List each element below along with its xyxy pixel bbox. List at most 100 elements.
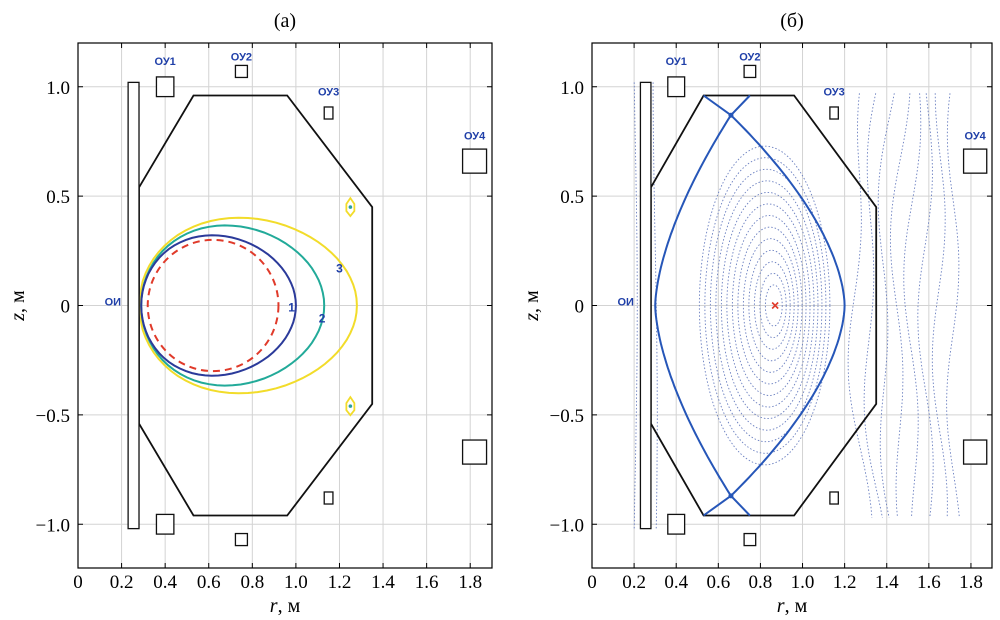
coil [323,491,334,505]
flux-surface [698,145,831,466]
y-tick-label: 0 [575,297,585,318]
x-tick-label: 1.0 [284,572,308,593]
flux-surface [748,249,795,362]
coil [743,532,757,547]
panel-b: 0 0.2 0.4 0.6 0.8 1.0 1.2 1.4 1.6 1.8 −1.0 −0.5 0 0.5… [521,10,993,617]
x-tick-label: 1.4 [875,572,899,593]
coil [743,64,757,79]
coil-marker-dot [348,205,353,209]
flux-surface [753,261,791,350]
separatrix-outer [730,114,846,497]
x-tick-label: 0.2 [622,572,646,593]
coil-label: ОУ4 [965,130,987,142]
x-tick-label: 0.6 [197,572,221,593]
coil-label: ОУ3 [318,87,339,99]
coil [234,64,249,79]
panel-title: (а) [274,10,296,32]
y-tick-label: 1.0 [46,78,70,99]
contour-line [140,234,297,377]
flux-surface [709,168,823,443]
x-tick-label: 0.2 [110,572,134,593]
coil [962,439,988,465]
x-tick-label: 1.6 [415,572,439,593]
x-tick-label: 1.8 [458,572,482,593]
y-tick-label: 0 [61,297,71,318]
x-tick-label: 1.4 [371,572,395,593]
flux-surface [764,284,783,327]
coil [667,76,686,98]
x-tick-label: 1.8 [959,572,983,593]
coil [461,148,488,174]
open-field-line [652,82,658,529]
coil-label: ОУ2 [231,52,252,64]
panel-a: 0 0.2 0.4 0.6 0.8 1.0 1.2 1.4 1.6 1.8 −1.0 −0.5 0 0.5… [7,10,493,617]
coil [127,81,140,530]
x-tick-label: 0.4 [153,572,177,593]
x-tick-label: 1.2 [328,572,352,593]
x-point [728,112,734,118]
vacuum-chamber-outline [650,94,878,517]
separatrix-leg [730,495,751,517]
y-tick-label: −1.0 [36,515,70,536]
reference-circle [146,238,280,373]
x-tick-label: 0 [73,572,83,593]
flux-surface [715,180,819,431]
contour-label: 2 [319,312,326,326]
coil-marker-dot [348,404,353,408]
y-tick-label: −0.5 [36,406,70,427]
open-field-line [903,93,922,518]
x-tick-label: 0.6 [706,572,730,593]
separatrix-inner [654,114,732,497]
open-field-line [633,82,638,529]
y-tick-label: 1.0 [560,78,584,99]
flux-surface [720,191,815,420]
coil-label: ОИ [617,297,634,309]
separatrix-leg [702,495,732,517]
coil-label: ОУ2 [739,52,760,64]
coil [829,491,839,505]
flux-surface [704,157,827,454]
open-field-line [863,93,883,518]
coil [639,81,652,530]
separatrix-leg [730,94,751,116]
x-tick-label: 0.8 [749,572,773,593]
x-axis-title: r, м [270,595,301,617]
coil [829,106,839,120]
magnetic-axis-marker [771,301,779,310]
x-tick-label: 1.6 [917,572,941,593]
coil [234,532,249,547]
y-tick-label: −0.5 [550,406,584,427]
coil [323,106,334,120]
flux-surface [737,226,803,385]
x-tick-label: 0 [587,572,597,593]
x-tick-label: 0.8 [240,572,264,593]
vacuum-chamber-outline [138,94,374,517]
y-tick-label: −1.0 [550,515,584,536]
panel-title: (б) [780,10,804,32]
coil-label: ОИ [105,297,122,309]
open-field-line [931,93,948,518]
coil [461,439,488,465]
open-field-line [877,93,895,518]
open-field-line [946,93,960,518]
open-field-line [889,93,911,518]
coil-label: ОУ1 [666,56,687,68]
flux-surface [731,215,807,396]
contour-label: 3 [336,261,343,275]
x-point [728,493,734,499]
x-tick-label: 0.4 [664,572,688,593]
x-tick-label: 1.2 [833,572,857,593]
coil-label: ОУ1 [155,56,176,68]
flux-surface [759,272,787,339]
coil-label: ОУ3 [823,87,844,99]
coil-label: ОУ4 [464,130,486,142]
y-axis-title: z, м [521,290,543,322]
separatrix-leg [702,94,732,116]
open-field-line [917,93,934,518]
coil [155,76,175,98]
coil [962,148,988,174]
contour-label: 1 [288,301,295,315]
flux-surface [742,238,799,373]
y-axis-title: z, м [7,290,29,322]
